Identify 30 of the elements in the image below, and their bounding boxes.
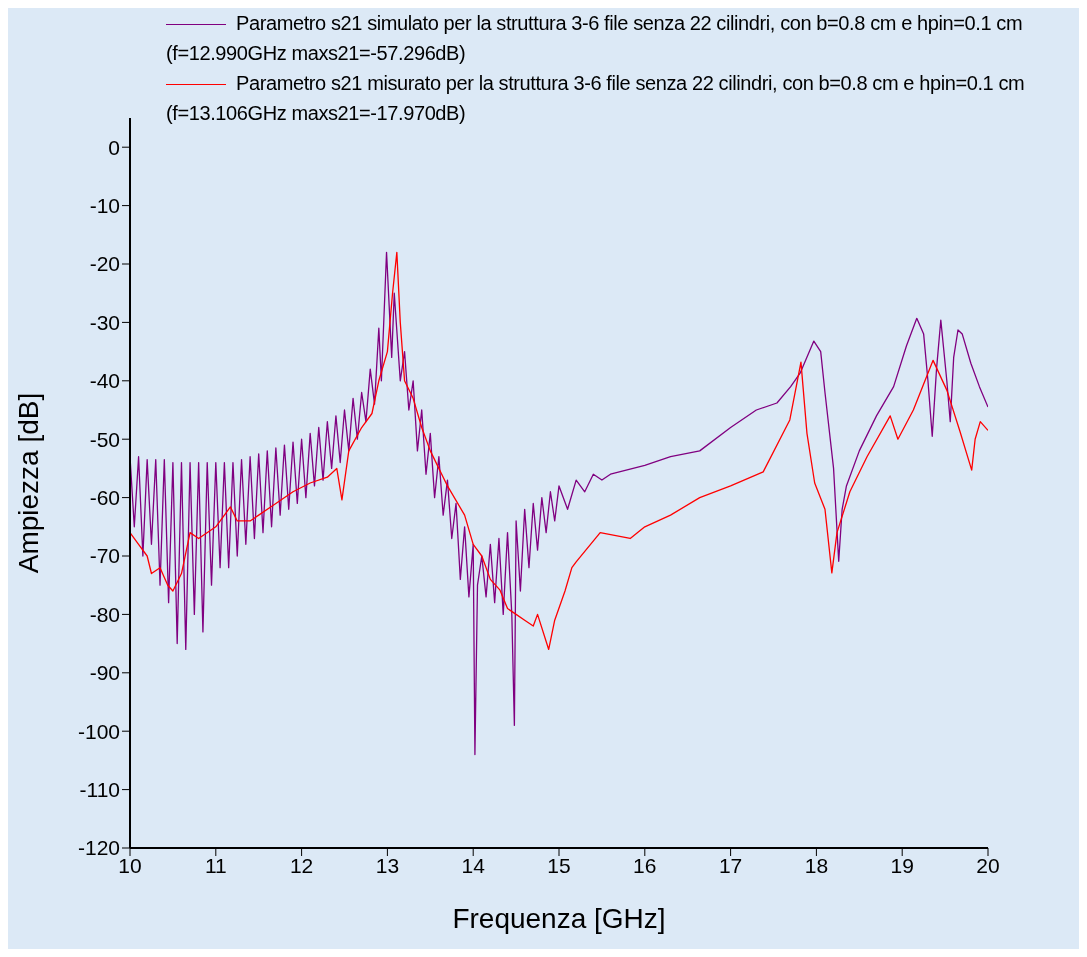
x-axis-title: Frequenza [GHz] [452,903,666,934]
x-tick-label: 13 [375,853,400,877]
y-tick-label: -120 [77,836,120,860]
y-tick-label: 0 [108,135,120,159]
x-tick-label: 19 [890,853,914,877]
line-series [130,251,988,651]
x-tick-label: 20 [976,853,1000,877]
y-tick-label: -100 [77,719,120,743]
legend-label: Parametro s21 misurato per la struttura 3-6 file senza 22 cilindri, con b=0.8 cm e hpin=0.1 cm (f=13.106GHz maxs21=-17.970dB) [166,72,1025,124]
x-tick-label: 14 [461,853,486,877]
y-axis-title: Ampiezza [dB] [12,392,44,574]
y-tick-label: -50 [89,427,120,451]
y-tick-label: -40 [89,369,120,393]
y-tick-label: -110 [79,778,120,802]
x-tick-label: 12 [289,853,314,877]
x-tick-label: 15 [547,853,571,877]
x-tick-label: 16 [633,853,657,877]
y-tick-label: -90 [89,661,120,685]
x-tick-label: 17 [718,853,743,877]
y-tick-label: -30 [89,310,120,334]
x-tick-label: 11 [204,853,227,877]
y-tick-label: -80 [89,602,120,626]
y-tick-label: -10 [89,194,120,218]
y-tick-label: -20 [89,252,120,276]
y-tick-label: -70 [89,544,120,568]
x-tick-label: 10 [118,853,142,877]
x-tick-label: 18 [804,853,829,877]
line-series [130,251,988,756]
legend-label: Parametro s21 simulato per la struttura 3-6 file senza 22 cilindri, con b=0.8 cm e hpin=0.1 cm (f=12.990GHz maxs21=-57.296dB) [166,12,1023,64]
y-tick-label: -60 [89,486,120,510]
